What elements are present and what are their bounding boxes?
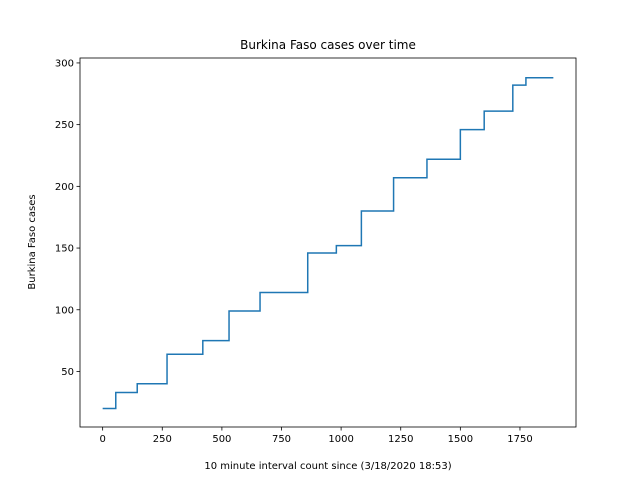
plot-area	[79, 57, 577, 428]
x-tick-label: 250	[153, 434, 172, 445]
y-tick-label: 150	[55, 244, 74, 255]
x-axis-title: 10 minute interval count since (3/18/202…	[204, 461, 451, 472]
y-axis-title: Burkina Faso cases	[27, 194, 38, 289]
y-tick-label: 250	[55, 120, 74, 131]
x-tick-label: 0	[99, 434, 105, 445]
y-tick-label: 200	[55, 182, 74, 193]
x-tick-label: 1250	[388, 434, 413, 445]
x-tick-label: 1000	[328, 434, 353, 445]
y-tick-label: 100	[55, 305, 74, 316]
x-tick-label: 1750	[507, 434, 532, 445]
chart-title: Burkina Faso cases over time	[240, 38, 416, 52]
y-axis-ticks: 50 100 150 200 250 300	[55, 58, 80, 378]
x-tick-label: 1500	[448, 434, 473, 445]
x-tick-label: 750	[272, 434, 291, 445]
y-tick-label: 50	[61, 367, 74, 378]
y-tick-label: 300	[55, 58, 74, 69]
x-tick-label: 500	[212, 434, 231, 445]
axes-frame	[79, 57, 577, 428]
series-line-0	[102, 77, 554, 410]
x-axis-ticks: 0 250 500 750 1000 1250 1500 1750	[99, 427, 533, 445]
